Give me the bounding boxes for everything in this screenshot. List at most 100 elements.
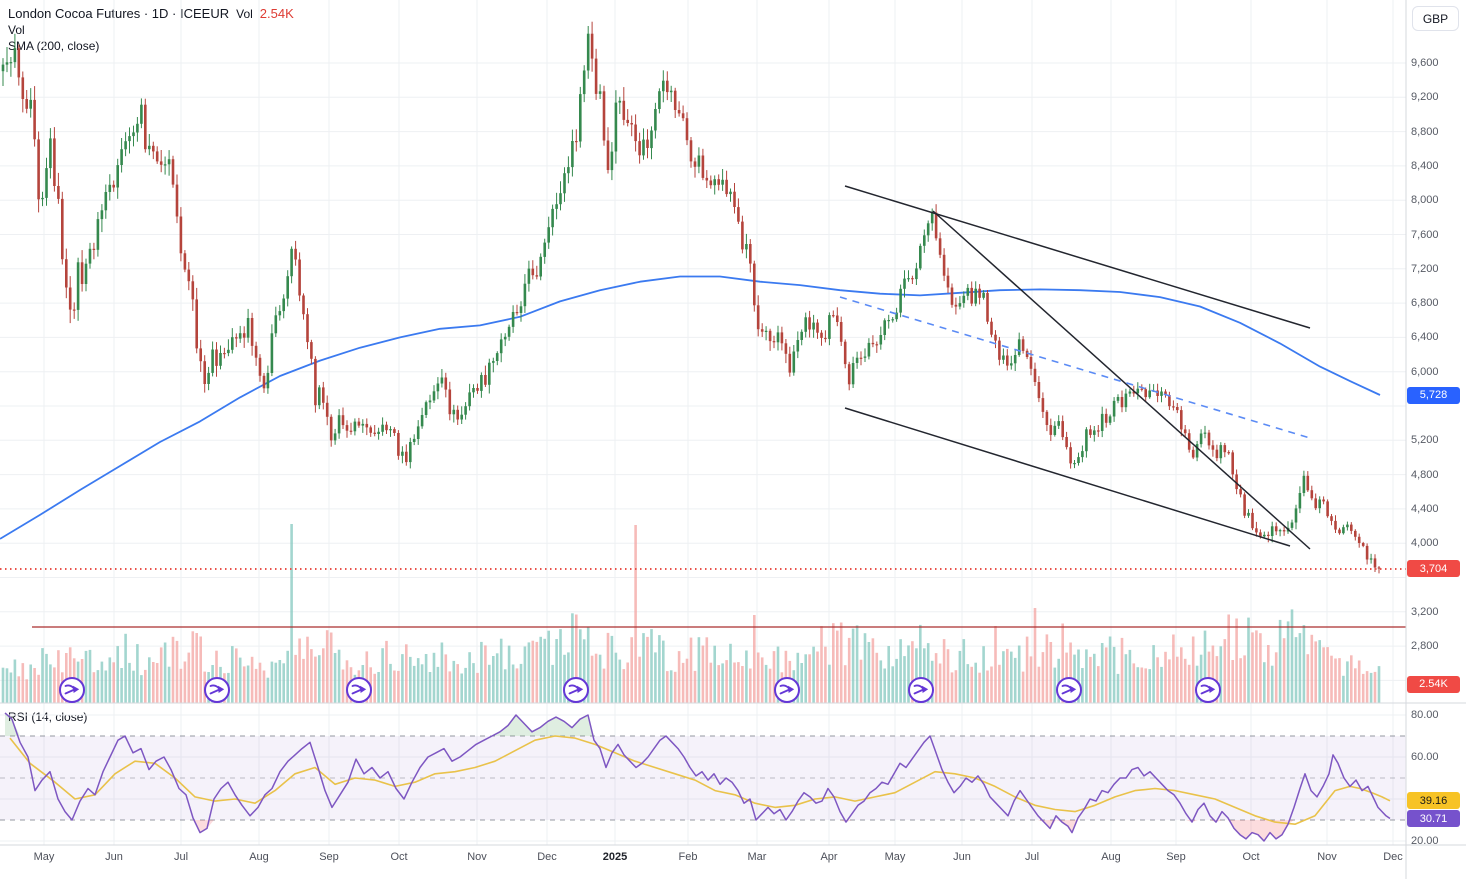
volume-bar [329, 632, 333, 703]
candle-body [859, 357, 863, 359]
volume-bar [978, 672, 981, 703]
candle-body [1006, 355, 1009, 366]
candle-body [768, 330, 772, 342]
candle-body [472, 388, 475, 393]
candle-body [1144, 389, 1147, 398]
volume-bar [851, 628, 855, 703]
price-axis-label: 7,200 [1411, 262, 1439, 275]
candle-body [1330, 516, 1333, 521]
contract-rollover-icon[interactable] [59, 677, 85, 703]
candle-body [515, 312, 519, 314]
volume-bar [499, 638, 503, 703]
volume-bar [1350, 655, 1353, 703]
volume-bar [345, 660, 349, 703]
candle-body [349, 430, 353, 432]
volume-bar [579, 629, 582, 703]
candle-body [484, 375, 487, 385]
volume-bar [820, 626, 823, 703]
trendline-drawing[interactable] [844, 185, 1311, 329]
candle-body [314, 358, 317, 406]
candle-body [242, 333, 246, 338]
candle-body [452, 409, 456, 415]
contract-rollover-icon[interactable] [774, 677, 800, 703]
volume-bar [456, 664, 459, 703]
candle-body [381, 424, 384, 432]
volume-bar [843, 665, 847, 703]
volume-bar [503, 669, 507, 703]
volume-bar [1057, 658, 1060, 703]
volume-bar [88, 649, 92, 703]
candle-body [1160, 391, 1163, 396]
candle-body [159, 161, 163, 165]
candle-body [203, 361, 206, 384]
volume-bar [1191, 636, 1195, 703]
volume-bar [646, 636, 649, 703]
volume-bar [254, 668, 258, 703]
candle-body [701, 155, 705, 178]
candle-body [1207, 432, 1211, 446]
volume-bar [405, 644, 408, 703]
candle-body [828, 315, 831, 339]
candle-body [729, 191, 732, 195]
candle-body [1251, 512, 1254, 529]
volume-bar [9, 672, 13, 703]
candle-body [436, 383, 440, 392]
trendline-drawing[interactable] [844, 407, 1291, 547]
candle-body [650, 130, 653, 149]
volume-bar [950, 672, 954, 703]
volume-bar [1243, 655, 1246, 703]
volume-bar [685, 658, 689, 703]
volume-bar [246, 665, 250, 703]
volume-bar [468, 652, 471, 703]
volume-bar [1081, 668, 1084, 703]
volume-bar [452, 660, 456, 703]
rsi-ma-line [9, 735, 1391, 825]
candle-body [1211, 445, 1215, 450]
candle-body [25, 99, 28, 109]
trendline-drawing[interactable] [932, 210, 1311, 550]
candle-body [804, 317, 807, 332]
contract-rollover-icon[interactable] [346, 677, 372, 703]
volume-bar [1116, 673, 1120, 703]
candle-body [1199, 433, 1203, 445]
volume-bar [741, 666, 744, 703]
candle-body [21, 77, 25, 99]
contract-rollover-icon[interactable] [908, 677, 934, 703]
volume-bar [709, 662, 713, 703]
candle-body [1124, 393, 1128, 408]
candle-body [685, 118, 689, 141]
volume-bar [1069, 642, 1072, 703]
volume-bar [1041, 652, 1045, 703]
volume-bar [962, 639, 966, 703]
candle-body [499, 339, 503, 354]
volume-bar [1021, 671, 1025, 703]
volume-bar [33, 668, 36, 703]
volume-legend-value: 2.54K [259, 6, 294, 21]
volume-bar [120, 668, 123, 703]
contract-rollover-icon[interactable] [1195, 677, 1221, 703]
rsi-value-badge: 30.71 [1407, 810, 1460, 827]
candle-body [563, 173, 566, 194]
volume-bar [1310, 634, 1314, 703]
volume-bar [112, 662, 115, 703]
currency-toggle-button[interactable]: GBP [1412, 6, 1459, 31]
candle-body [824, 337, 827, 340]
contract-rollover-icon[interactable] [1056, 677, 1082, 703]
contract-rollover-icon[interactable] [204, 677, 230, 703]
candle-body [227, 349, 230, 354]
volume-bar [539, 636, 542, 703]
trendline-drawing[interactable] [839, 296, 1311, 439]
contract-rollover-icon[interactable] [563, 677, 589, 703]
volume-bar [250, 656, 254, 703]
candle-body [92, 248, 96, 250]
candle-body [938, 238, 942, 255]
candle-body [1045, 411, 1049, 425]
volume-bar [863, 633, 867, 703]
volume-bar [673, 671, 677, 703]
time-axis-label: Nov [467, 851, 487, 863]
candle-body [1373, 558, 1377, 568]
time-axis-label: Jul [173, 851, 189, 863]
volume-bar [705, 637, 709, 703]
volume-bar [128, 662, 131, 703]
